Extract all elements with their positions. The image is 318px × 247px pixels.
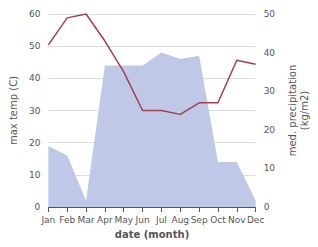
svg-text:Sep: Sep	[191, 215, 208, 225]
svg-text:40: 40	[29, 73, 41, 83]
svg-text:Aug: Aug	[171, 215, 189, 225]
svg-text:Nov: Nov	[228, 215, 246, 225]
svg-text:max temp (C): max temp (C)	[8, 76, 19, 145]
svg-text:20: 20	[29, 138, 41, 148]
svg-text:date (month): date (month)	[115, 229, 189, 240]
svg-text:60: 60	[29, 9, 41, 19]
svg-text:30: 30	[264, 86, 276, 96]
svg-text:Jan: Jan	[40, 215, 55, 225]
svg-text:50: 50	[264, 9, 276, 19]
svg-text:10: 10	[264, 163, 276, 173]
svg-text:Jun: Jun	[135, 215, 150, 225]
svg-text:0: 0	[264, 202, 270, 212]
svg-text:Feb: Feb	[59, 215, 75, 225]
svg-text:40: 40	[264, 48, 276, 58]
svg-text:Mar: Mar	[78, 215, 95, 225]
svg-text:10: 10	[29, 170, 41, 180]
svg-text:Apr: Apr	[97, 215, 113, 225]
svg-text:May: May	[114, 215, 133, 225]
svg-text:50: 50	[29, 41, 41, 51]
svg-text:(kg/m2): (kg/m2)	[299, 91, 310, 131]
svg-text:20: 20	[264, 125, 276, 135]
svg-text:Jul: Jul	[155, 215, 167, 225]
svg-text:30: 30	[29, 106, 41, 116]
svg-text:med. precipitation: med. precipitation	[287, 65, 298, 157]
svg-text:0: 0	[35, 202, 41, 212]
svg-text:Oct: Oct	[210, 215, 226, 225]
svg-text:Dec: Dec	[247, 215, 264, 225]
